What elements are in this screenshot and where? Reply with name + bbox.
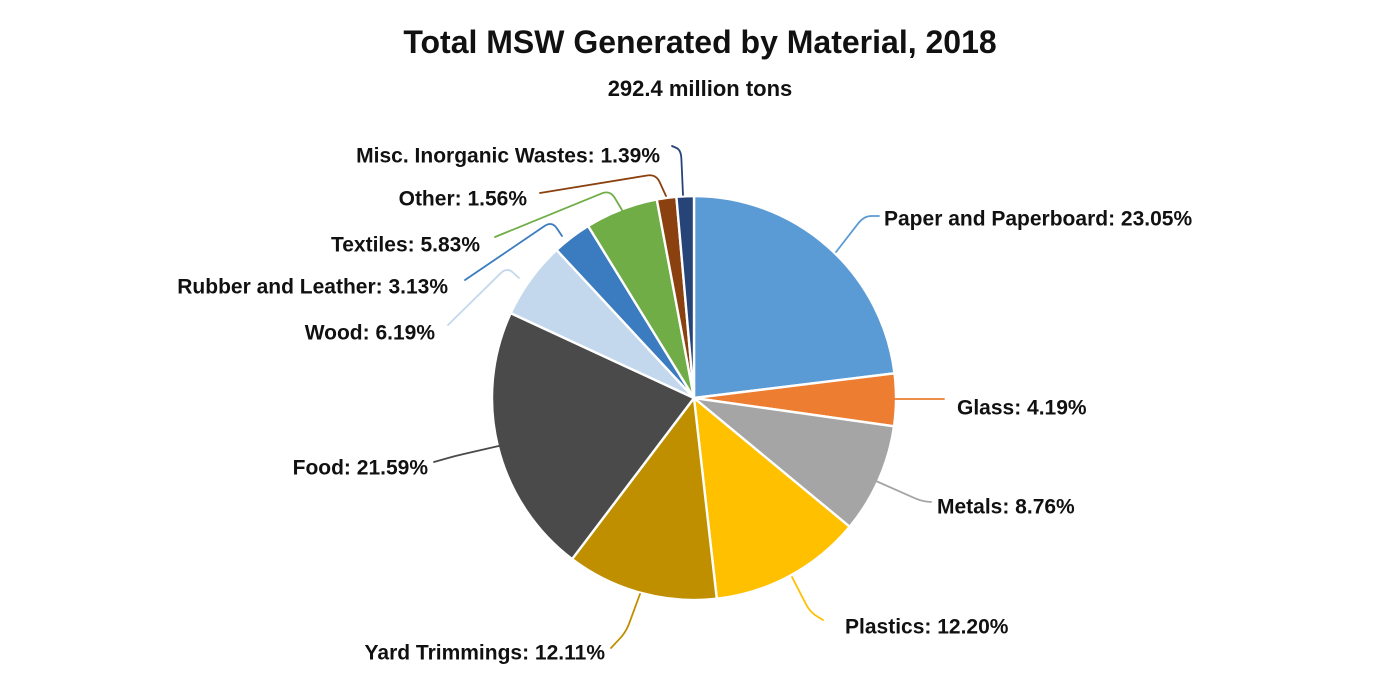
slice-label-wood: Wood: 6.19%	[305, 322, 436, 345]
slice-label-misc-inorganic-wastes: Misc. Inorganic Wastes: 1.39%	[356, 145, 660, 168]
leader-line-yard-trimmings	[610, 593, 641, 649]
slice-labels: Paper and Paperboard: 23.05% Glass: 4.19%…	[177, 145, 1192, 665]
pie-slice-paper-and-paperboard	[692, 194, 896, 400]
pie-slices	[490, 194, 898, 602]
leader-line-other	[539, 174, 667, 197]
pie-slice-misc-inorganic-wastes	[675, 194, 696, 400]
chart-subtitle: 292.4 million tons	[607, 76, 793, 101]
pie-slice-plastics	[692, 396, 851, 600]
chart-title: Total MSW Generated by Material, 2018	[403, 24, 997, 60]
slice-label-yard-trimmings: Yard Trimmings: 12.11%	[365, 642, 606, 665]
leader-line-misc-inorganic-wastes	[671, 145, 684, 196]
leader-line-metals	[875, 480, 932, 503]
leader-line-textiles	[494, 191, 623, 238]
slice-label-other: Other: 1.56%	[399, 188, 528, 211]
leader-line-wood	[447, 269, 520, 326]
leader-line-plastics	[791, 576, 824, 621]
slice-label-rubber-and-leather: Rubber and Leather: 3.13%	[177, 276, 448, 299]
slice-label-textiles: Textiles: 5.83%	[331, 234, 480, 257]
leader-lines	[433, 145, 945, 649]
pie-slice-yard-trimmings	[570, 396, 718, 602]
leader-line-rubber-and-leather	[464, 223, 563, 281]
slice-label-glass: Glass: 4.19%	[957, 397, 1087, 420]
leader-line-food	[433, 444, 504, 463]
slice-label-paper-and-paperboard: Paper and Paperboard: 23.05%	[884, 208, 1192, 231]
slice-label-food: Food: 21.59%	[293, 457, 429, 480]
slice-label-metals: Metals: 8.76%	[937, 496, 1075, 519]
slice-label-plastics: Plastics: 12.20%	[845, 616, 1009, 639]
leader-line-paper-and-paperboard	[835, 215, 880, 253]
pie-slice-metals	[692, 396, 896, 528]
